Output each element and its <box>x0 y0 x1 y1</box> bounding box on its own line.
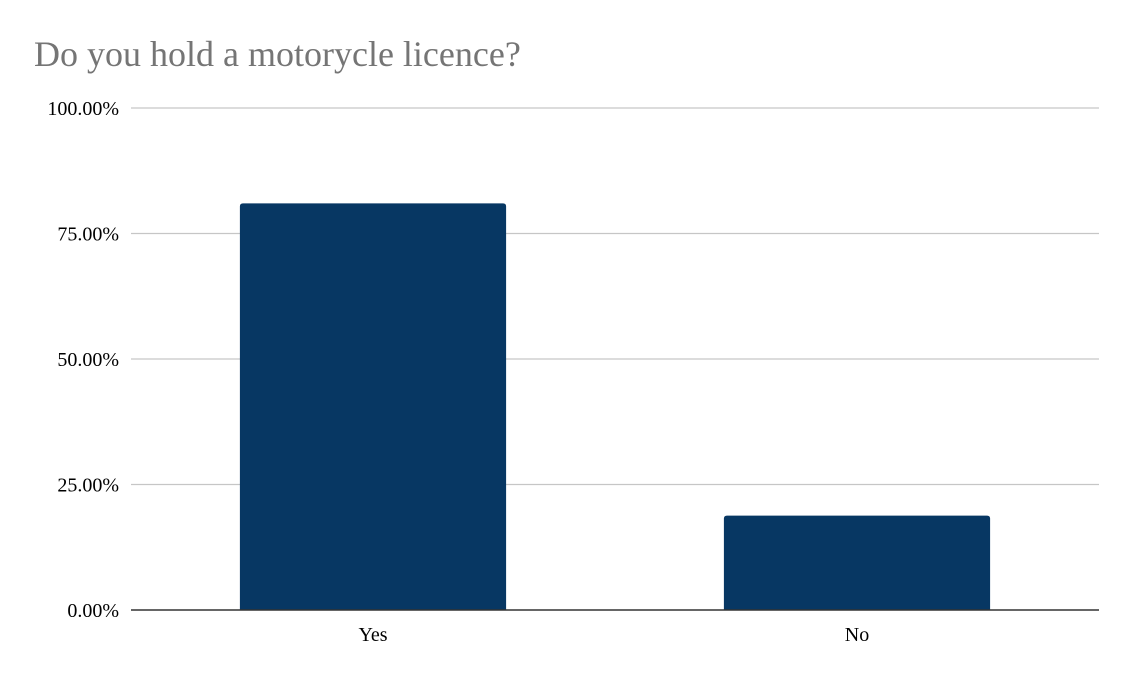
x-tick-label: Yes <box>358 624 387 646</box>
y-tick-label: 0.00% <box>67 600 119 622</box>
y-tick-label: 25.00% <box>57 475 119 497</box>
x-tick-label: No <box>845 624 869 646</box>
bar-yes <box>239 203 507 610</box>
y-axis-ticks: 0.00% 25.00% 50.00% 75.00% 100.00% <box>47 98 119 622</box>
bar-no <box>723 515 991 610</box>
bars <box>239 203 991 610</box>
chart-title: Do you hold a motorycle licence? <box>34 34 521 74</box>
y-tick-label: 50.00% <box>57 349 119 371</box>
y-tick-label: 75.00% <box>57 224 119 246</box>
y-tick-label: 100.00% <box>47 98 119 120</box>
x-axis-ticks: Yes No <box>358 624 869 646</box>
